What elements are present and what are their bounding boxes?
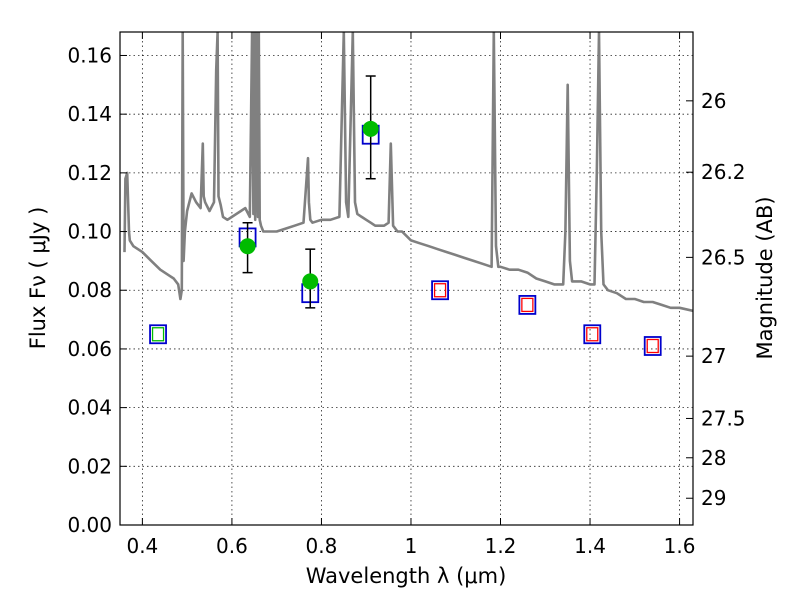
- model-box-inner: [646, 338, 659, 354]
- x-tick-label: 0.4: [126, 534, 158, 558]
- model-box-inner: [433, 283, 447, 298]
- plot-frame: [119, 31, 694, 526]
- x-tick-label: 1: [405, 534, 418, 558]
- observed-points-layer: [239, 75, 379, 309]
- model-box-inner: [521, 297, 534, 313]
- spectrum-layer: [123, 32, 693, 313]
- x-tick-label: 1.4: [574, 534, 606, 558]
- model-box-inner: [586, 327, 599, 342]
- y2-tick-label: 26: [701, 89, 726, 113]
- plot-background: [120, 32, 693, 525]
- y-tick-label: 0.12: [67, 161, 112, 185]
- x-axis-title: Wavelength λ (μm): [306, 564, 507, 588]
- y2-tick-label: 26.2: [701, 160, 746, 184]
- y2-tick-label: 28: [701, 446, 726, 470]
- y-tick-label: 0.14: [67, 102, 112, 126]
- y-tick-label: 0.04: [67, 396, 112, 420]
- observed-point: [362, 120, 379, 137]
- y-tick-label: 0.00: [67, 513, 112, 537]
- model-box: [583, 324, 602, 345]
- y-tick-label: 0.06: [67, 337, 112, 361]
- y-tick-label: 0.16: [67, 43, 112, 67]
- axis-ticks: 0.4 0.6 0.8 1 1.2 1.4 1.6 0.00 0.02 0.04 0.06 0.08 0…: [67, 32, 746, 558]
- y-tick-label: 0.10: [67, 220, 112, 244]
- x-tick-label: 0.8: [306, 534, 338, 558]
- observed-point: [302, 273, 319, 290]
- model-box: [431, 280, 449, 301]
- y2-tick-label: 27: [701, 344, 726, 368]
- model-box-inner: [151, 327, 165, 342]
- model-box: [643, 336, 662, 356]
- x-tick-label: 1.6: [664, 534, 696, 558]
- x-tick-label: 1.2: [485, 534, 517, 558]
- y2-tick-label: 29: [701, 486, 726, 510]
- observed-point: [239, 238, 256, 255]
- y-tick-label: 0.02: [67, 454, 112, 478]
- model-box: [518, 295, 537, 315]
- y2-tick-label: 27.5: [701, 406, 746, 430]
- y2-axis-title: Magnitude (AB): [753, 196, 777, 359]
- x-tick-label: 0.6: [216, 534, 248, 558]
- spectrum-line: [123, 32, 693, 313]
- y2-tick-label: 26.5: [701, 245, 746, 269]
- model-box: [149, 324, 167, 345]
- y-tick-label: 0.08: [67, 278, 112, 302]
- y-axis-title: Flux Fν ( μJy ): [26, 207, 50, 350]
- model-boxes-layer: [149, 124, 662, 356]
